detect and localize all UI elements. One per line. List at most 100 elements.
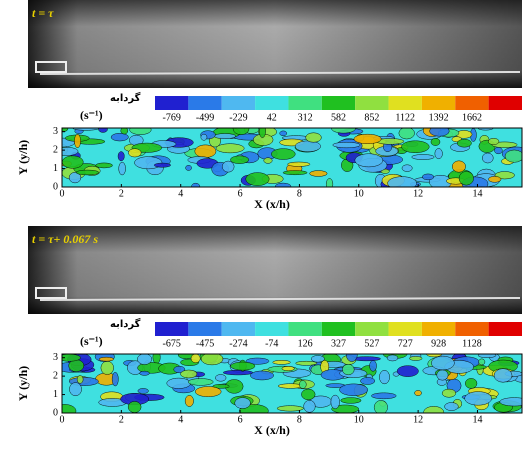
vortex-patch xyxy=(212,383,230,389)
colorbar-tick-label: -475 xyxy=(196,338,214,349)
vortex-patch xyxy=(245,172,270,186)
vortex-patch xyxy=(75,169,100,176)
vortex-patch xyxy=(230,155,250,164)
vortex-patch xyxy=(250,370,274,381)
colorbar-swatch xyxy=(221,322,256,336)
vortex-patch xyxy=(230,361,256,371)
x-tick-label: 8 xyxy=(297,414,302,425)
nozzle xyxy=(35,287,67,299)
vortex-patch xyxy=(458,171,474,186)
colorbar-swatch xyxy=(188,322,222,336)
colorbar-unit: (s⁻¹) xyxy=(80,108,103,122)
vortex-patch xyxy=(100,360,114,375)
vortex-patch xyxy=(325,178,334,187)
y-tick-label: 2 xyxy=(53,144,58,155)
y-axis-label: Y (y/h) xyxy=(16,140,30,175)
vortex-patch xyxy=(137,388,149,394)
vortex-patch xyxy=(301,388,316,401)
nozzle xyxy=(35,61,67,73)
colorbar-swatch xyxy=(488,96,522,110)
vortex-patch xyxy=(110,133,129,142)
colorbar-swatch xyxy=(421,322,456,336)
x-tick-label: 2 xyxy=(119,414,124,425)
x-tick-label: 8 xyxy=(297,188,302,199)
vortex-patch xyxy=(180,369,198,379)
x-tick-label: 14 xyxy=(472,414,482,425)
plot-frame xyxy=(61,353,523,414)
colorbar-swatch xyxy=(288,322,322,336)
vortex-patch xyxy=(465,378,478,389)
vortex-patch xyxy=(360,377,376,385)
vortex-patch xyxy=(294,140,321,152)
vortex-patch xyxy=(200,133,208,141)
vortex-patch xyxy=(478,358,486,366)
vortex-patch xyxy=(184,395,194,407)
x-tick-label: 6 xyxy=(238,414,243,425)
photo-edge xyxy=(39,71,521,75)
plot-frame xyxy=(61,127,523,188)
y-tick-label: 1 xyxy=(53,163,58,174)
vortex-patch xyxy=(330,394,340,410)
vortex-patch xyxy=(279,130,288,137)
y-tick-label: 0 xyxy=(53,181,58,192)
vortex-patch xyxy=(354,153,384,168)
vortex-patch xyxy=(401,164,413,172)
vortex-patch xyxy=(69,382,82,397)
colorbar-swatch xyxy=(255,96,289,110)
x-tick-label: 0 xyxy=(60,188,65,199)
colorbar-tick-label: 1122 xyxy=(395,112,415,123)
vortex-patch xyxy=(200,354,224,366)
vortex-patch xyxy=(387,176,417,187)
vortex-patch xyxy=(272,360,291,365)
vortex-patch xyxy=(173,365,186,374)
vortex-patch xyxy=(504,149,522,163)
vortex-patch xyxy=(258,128,266,138)
vortex-patch xyxy=(429,128,450,137)
colorbar-tick-label: -675 xyxy=(163,338,181,349)
vortex-patch xyxy=(441,388,457,398)
vortex-patch xyxy=(118,161,126,176)
vortex-patch xyxy=(487,138,500,145)
vortex-patch xyxy=(494,146,503,155)
colorbar-tick-label: 327 xyxy=(331,338,346,349)
vortex-patch xyxy=(117,151,125,162)
x-tick-label: 10 xyxy=(354,188,364,199)
vortex-patch xyxy=(215,374,227,382)
vortex-patch xyxy=(414,390,422,396)
colorbar-tick-label: 527 xyxy=(364,338,379,349)
vortex-patch xyxy=(222,160,235,173)
colorbar-swatch xyxy=(421,96,456,110)
x-tick-label: 4 xyxy=(178,188,183,199)
vortex-patch xyxy=(74,134,81,149)
vortex-patch xyxy=(111,371,119,387)
colorbar-tick-label: -274 xyxy=(229,338,247,349)
y-tick-label: 3 xyxy=(53,126,58,137)
vortex-patch xyxy=(139,370,150,376)
colorbar-title: گردابه xyxy=(110,317,141,330)
colorbar-tick-label: -499 xyxy=(196,112,214,123)
y-tick-label: 3 xyxy=(53,352,58,363)
vortex-patch xyxy=(409,356,423,361)
vortex-patch xyxy=(396,365,419,377)
photo-shade xyxy=(28,0,522,88)
vortex-patch xyxy=(398,128,415,140)
vortex-patch xyxy=(166,377,191,389)
colorbar-swatch xyxy=(188,96,222,110)
vortex-patch xyxy=(127,401,142,413)
vortex-patch xyxy=(62,404,77,413)
vortex-patch xyxy=(214,133,236,140)
vortex-patch xyxy=(62,354,81,362)
vortex-patch xyxy=(311,355,325,363)
time-label: t = τ xyxy=(32,6,54,20)
vortex-patch xyxy=(444,402,459,411)
colorbar-tick-label: 1662 xyxy=(462,112,482,123)
vortex-patch xyxy=(477,354,497,358)
colorbar-tick-label: 126 xyxy=(298,338,313,349)
colorbar-swatch xyxy=(355,322,389,336)
vortex-patch xyxy=(234,397,251,409)
vortex-patch xyxy=(128,148,142,158)
vortex-patch xyxy=(190,354,201,364)
vortex-patch xyxy=(423,406,445,413)
vortex-patch xyxy=(488,176,502,183)
vortex-patch xyxy=(434,148,443,160)
